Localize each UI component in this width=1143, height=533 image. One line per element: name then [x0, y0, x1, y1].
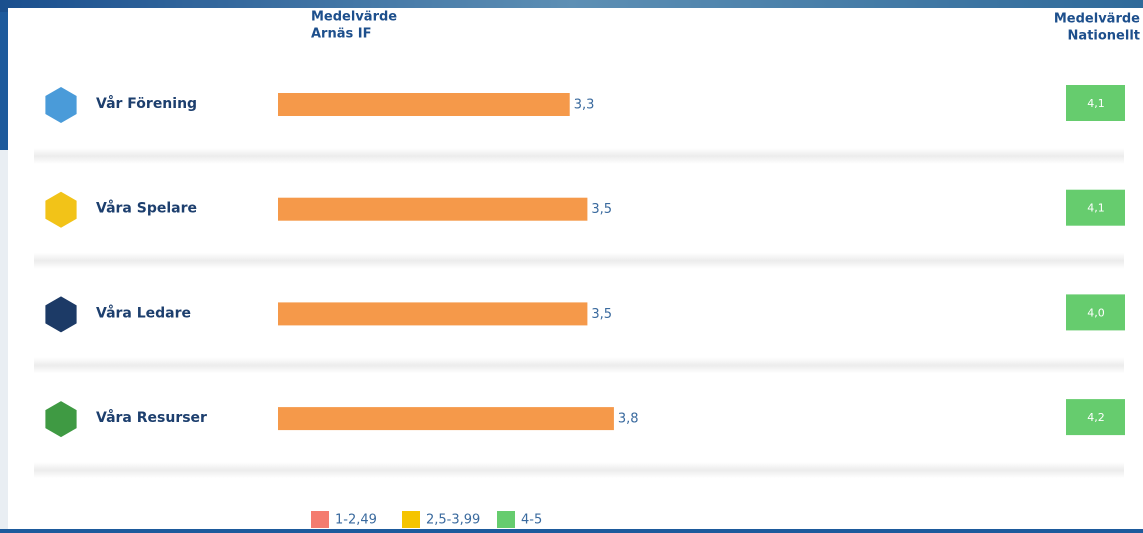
national-box	[1066, 85, 1125, 121]
bar	[278, 197, 588, 221]
legend-swatch	[402, 511, 420, 528]
national-box	[1066, 189, 1125, 226]
national-value: 4,0	[1087, 306, 1105, 319]
club-header: Medelvärde	[311, 10, 397, 25]
category-label: Våra Spelare	[96, 200, 197, 217]
legend-label: 1-2,49	[335, 513, 377, 528]
legend-swatch	[497, 511, 515, 528]
legend-label: 2,5-3,99	[426, 513, 480, 528]
national-value: 4,2	[1087, 411, 1105, 424]
national-header: Medelvärde	[1054, 12, 1140, 27]
category-label: Våra Ledare	[96, 304, 191, 321]
side-strip	[0, 150, 8, 529]
category-icon	[45, 296, 77, 333]
value-label: 3,5	[591, 202, 612, 217]
category-label: Vår Förening	[96, 95, 197, 112]
national-value: 4,1	[1087, 202, 1105, 215]
value-label: 3,5	[591, 307, 612, 322]
row-separator	[34, 252, 1124, 269]
value-label: 3,8	[618, 412, 639, 427]
legend-swatch	[311, 511, 329, 528]
category-icon	[45, 401, 77, 438]
national-value: 4,1	[1087, 97, 1105, 110]
national-box	[1066, 399, 1125, 436]
bar	[278, 302, 588, 326]
row-separator	[34, 148, 1124, 164]
category-icon	[45, 191, 77, 228]
legend-label: 4-5	[521, 513, 542, 528]
category-label: Våra Resurser	[96, 409, 207, 426]
bar	[278, 93, 570, 116]
value-label: 3,3	[574, 98, 595, 113]
category-icon	[45, 87, 77, 123]
national-header: Nationellt	[1068, 29, 1140, 44]
bar	[278, 407, 614, 431]
row-separator	[34, 462, 1124, 479]
row-separator	[34, 357, 1124, 374]
club-header: Arnäs IF	[311, 27, 371, 42]
national-box	[1066, 294, 1125, 331]
